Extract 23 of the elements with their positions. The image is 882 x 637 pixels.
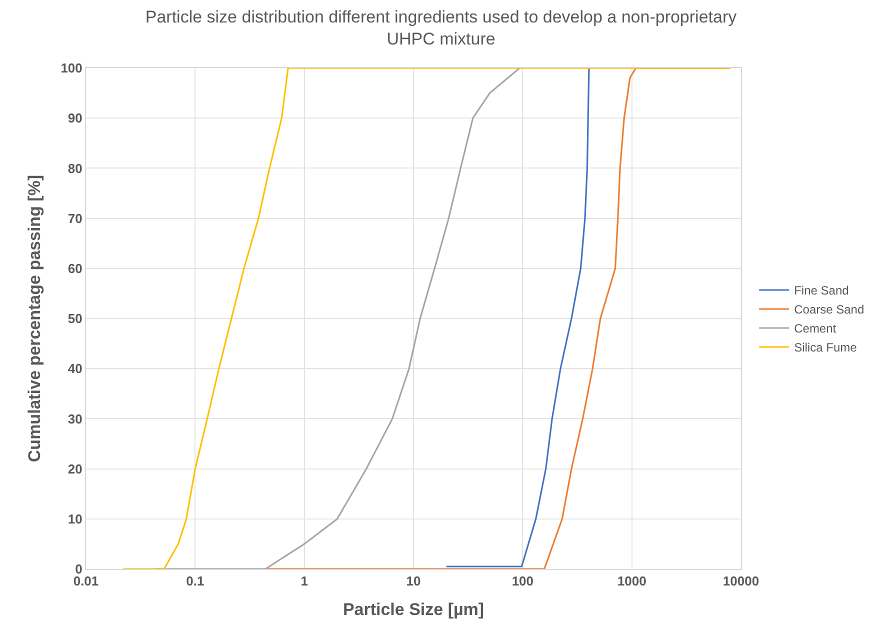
legend-label: Cement	[794, 322, 837, 336]
x-tick-label: 1	[300, 574, 308, 589]
x-tick-label: 1000	[617, 574, 646, 589]
y-tick-label: 60	[68, 260, 82, 276]
legend-label: Coarse Sand	[794, 302, 864, 317]
y-axis-title: Cumulative percentage passing [%]	[25, 174, 44, 462]
y-tick-label: 20	[68, 461, 82, 476]
legend-label: Fine Sand	[794, 284, 849, 298]
x-tick-label: 0.1	[186, 574, 204, 589]
legend-label: Silica Fume	[794, 340, 858, 355]
x-tick-label: 10000	[722, 574, 760, 589]
x-tick-label: 10	[406, 574, 421, 589]
y-tick-label: 40	[68, 361, 82, 376]
y-tick-label: 100	[60, 60, 82, 76]
y-tick-label: 80	[68, 160, 82, 176]
y-tick-label: 90	[68, 110, 82, 126]
y-tick-label: 70	[68, 210, 82, 226]
x-tick-label: 100	[512, 574, 534, 589]
x-axis-title: Particle Size [µm]	[342, 600, 484, 619]
y-tick-label: 10	[68, 511, 82, 526]
y-tick-label: 30	[68, 411, 82, 426]
chart-title: Particle size distribution different ingredients used to develop a non-proprietary UHPC mixture	[145, 7, 738, 48]
y-tick-label: 50	[68, 311, 82, 326]
